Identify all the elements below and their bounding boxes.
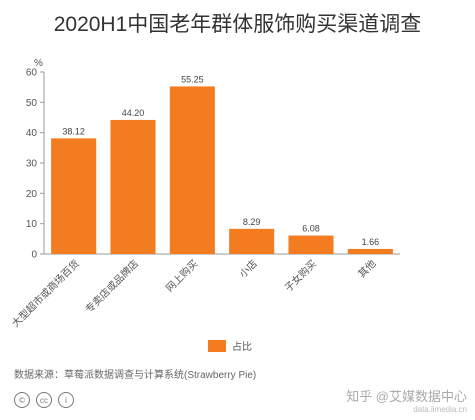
person-icon: i bbox=[58, 392, 74, 408]
data-label: 55.25 bbox=[181, 74, 204, 84]
data-label: 1.66 bbox=[362, 237, 380, 247]
watermark-text: 知乎 @艾媒数据中心 bbox=[346, 389, 467, 404]
category-label: 大型超市或商场百货 bbox=[9, 257, 82, 330]
data-label: 6.08 bbox=[302, 224, 320, 234]
y-tick-label: 20 bbox=[26, 189, 38, 200]
category-label: 专卖店或品牌店 bbox=[82, 257, 141, 316]
y-tick-label: 10 bbox=[26, 219, 38, 230]
y-tick-label: 50 bbox=[26, 98, 38, 109]
bar bbox=[169, 86, 215, 255]
bar bbox=[51, 138, 97, 254]
category-label: 子女购买 bbox=[282, 257, 319, 294]
cc-icon: cc bbox=[36, 392, 52, 408]
category-label: 其他 bbox=[355, 257, 378, 280]
category-label: 网上购买 bbox=[163, 257, 200, 294]
legend-label: 占比 bbox=[232, 340, 252, 353]
y-axis-unit: % bbox=[34, 58, 43, 69]
watermark-sub: data.iimedia.cn bbox=[413, 405, 467, 414]
y-tick-label: 40 bbox=[26, 128, 38, 139]
license-icons: © cc i bbox=[14, 392, 74, 412]
data-label: 38.12 bbox=[62, 126, 85, 136]
cc-by-icon: © bbox=[14, 392, 30, 408]
data-label: 44.20 bbox=[122, 108, 145, 118]
bar bbox=[288, 235, 334, 254]
data-label: 8.29 bbox=[243, 217, 261, 227]
bar bbox=[229, 228, 275, 254]
y-tick-label: 30 bbox=[26, 159, 38, 170]
chart-title: 2020H1中国老年群体服饰购买渠道调查 bbox=[53, 13, 422, 36]
bar bbox=[110, 119, 156, 254]
y-tick-label: 0 bbox=[31, 250, 37, 261]
y-tick-label: 60 bbox=[26, 68, 38, 79]
source-note: 数据来源：草莓派数据调查与计算系统(Strawberry Pie) bbox=[14, 370, 257, 381]
category-label: 小店 bbox=[236, 257, 259, 280]
watermark: 知乎 @艾媒数据中心 data.iimedia.cn bbox=[346, 386, 467, 414]
bar bbox=[347, 248, 393, 254]
legend-swatch bbox=[208, 340, 226, 352]
